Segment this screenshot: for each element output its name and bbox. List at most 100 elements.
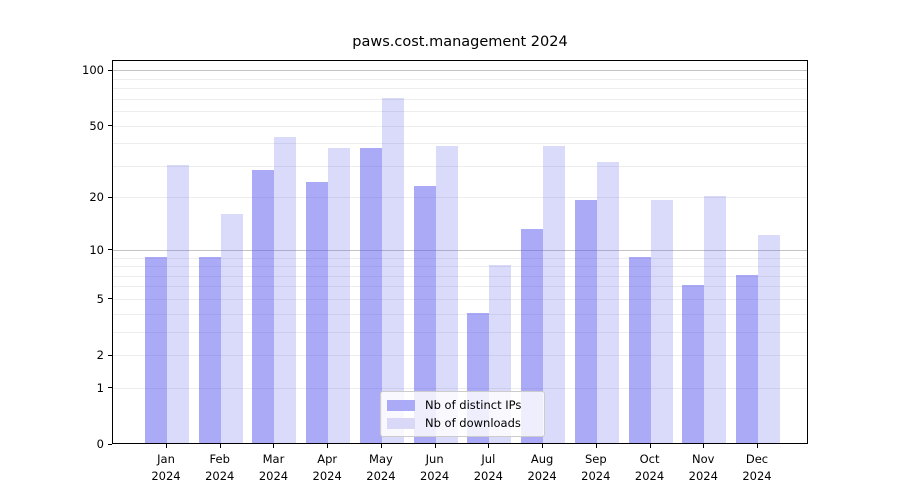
bar-oct-downloads [650,200,673,443]
x-tick [595,444,597,448]
bar-mar-downloads [274,136,297,443]
x-tick-year: 2024 [312,469,342,483]
bar-sep-distinct-ips [574,200,597,443]
bar-dec-distinct-ips [736,274,758,443]
x-tick-label: Feb 2024 [188,451,252,485]
gridline-minor [113,355,807,357]
y-tick-label: 20 [89,190,104,205]
y-tick [108,196,112,198]
bar-aug-downloads [543,146,566,443]
x-tick-label: May 2024 [349,451,413,485]
bar-sep-downloads [596,162,619,443]
bar-oct-distinct-ips [628,256,651,443]
gridline-minor [113,266,807,268]
x-tick [542,444,544,448]
bar-nov-downloads [704,196,727,443]
gridline-minor [113,125,807,127]
gridline-minor [113,275,807,277]
bar-may-distinct-ips [359,148,382,443]
gridline-minor [113,165,807,167]
gridline-major [113,70,807,72]
x-tick-label: Sep 2024 [564,451,628,485]
bar-may-downloads [381,97,404,443]
x-tick-label: Oct 2024 [618,451,682,485]
bar-aug-distinct-ips [521,229,544,443]
chart-title: paws.cost.management 2024 [352,34,568,50]
x-tick [757,444,758,448]
gridline-minor [113,98,807,100]
x-tick-year: 2024 [205,469,235,483]
gridline-minor [113,78,807,80]
y-tick-label: 10 [89,242,104,257]
legend-swatch-distinct-ips-icon [387,399,415,411]
x-tick-year: 2024 [581,469,611,483]
gridline-minor [113,298,807,300]
gridline-minor [113,197,807,199]
gridline-minor [113,257,807,259]
x-tick [434,444,436,448]
plot-area [112,60,808,444]
bar-feb-downloads [220,213,243,443]
x-tick [649,444,651,448]
y-tick [108,69,112,71]
y-tick-label: 2 [96,348,104,363]
bar-nov-distinct-ips [682,285,705,443]
bar-dec-downloads [758,235,780,443]
legend-label-distinct-ips: Nb of distinct IPs [425,397,522,412]
gridline-major [113,249,807,251]
legend-entry-distinct-ips: Nb of distinct IPs [387,398,538,413]
gridline-minor [113,286,807,288]
legend-entry-downloads: Nb of downloads [387,416,538,431]
x-tick [703,444,705,448]
x-tick-year: 2024 [688,469,718,483]
gridline-minor [113,313,807,315]
x-tick-label: Apr 2024 [295,451,359,485]
legend: Nb of distinct IPs Nb of downloads [380,391,545,437]
bar-feb-distinct-ips [198,256,221,443]
legend-swatch-downloads-icon [387,417,415,429]
legend-label-downloads: Nb of downloads [425,415,521,430]
y-tick [108,125,112,127]
bar-apr-downloads [328,148,351,443]
x-tick-label: Nov 2024 [671,451,735,485]
x-tick-label: Dec 2024 [725,451,789,485]
y-tick [108,249,112,251]
bar-mar-distinct-ips [252,170,275,443]
x-tick [273,444,275,448]
y-tick [108,298,112,300]
y-tick-label: 1 [96,380,104,395]
x-tick-label: Jul 2024 [456,451,520,485]
x-tick-label: Aug 2024 [510,451,574,485]
bar-jan-downloads [167,164,189,443]
bar-jun-downloads [435,146,458,443]
bar-jun-distinct-ips [413,185,436,443]
gridline-minor [113,143,807,145]
gridline-minor [113,88,807,90]
x-tick-year: 2024 [473,469,503,483]
x-tick-year: 2024 [258,469,289,483]
x-tick-year: 2024 [419,469,450,483]
y-tick [108,443,112,445]
x-tick [327,444,329,448]
x-tick-year: 2024 [151,469,181,483]
gridline-minor [113,111,807,113]
x-tick-year: 2024 [742,469,772,483]
gridline-minor [113,331,807,333]
x-tick [488,444,490,448]
x-tick [219,444,221,448]
x-tick-year: 2024 [366,469,396,483]
gridline-minor [113,387,807,389]
x-tick-label: Mar 2024 [241,451,305,485]
x-tick-label: Jun 2024 [403,451,467,485]
y-tick [108,387,112,389]
y-tick [108,354,112,356]
y-tick-label: 5 [96,291,104,306]
y-tick-label: 0 [96,437,104,451]
bar-apr-distinct-ips [306,182,329,443]
x-tick [380,444,382,448]
x-tick-label: Jan 2024 [134,451,198,485]
x-tick-year: 2024 [527,469,557,483]
y-tick-label: 50 [89,118,104,133]
y-tick-label: 100 [82,63,104,78]
